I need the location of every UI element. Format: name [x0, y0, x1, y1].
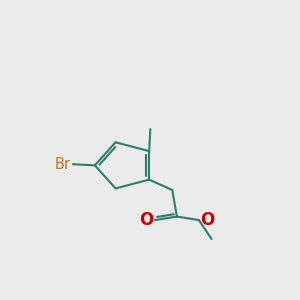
Text: O: O: [139, 211, 153, 229]
Text: O: O: [200, 211, 214, 229]
Text: Br: Br: [54, 157, 70, 172]
